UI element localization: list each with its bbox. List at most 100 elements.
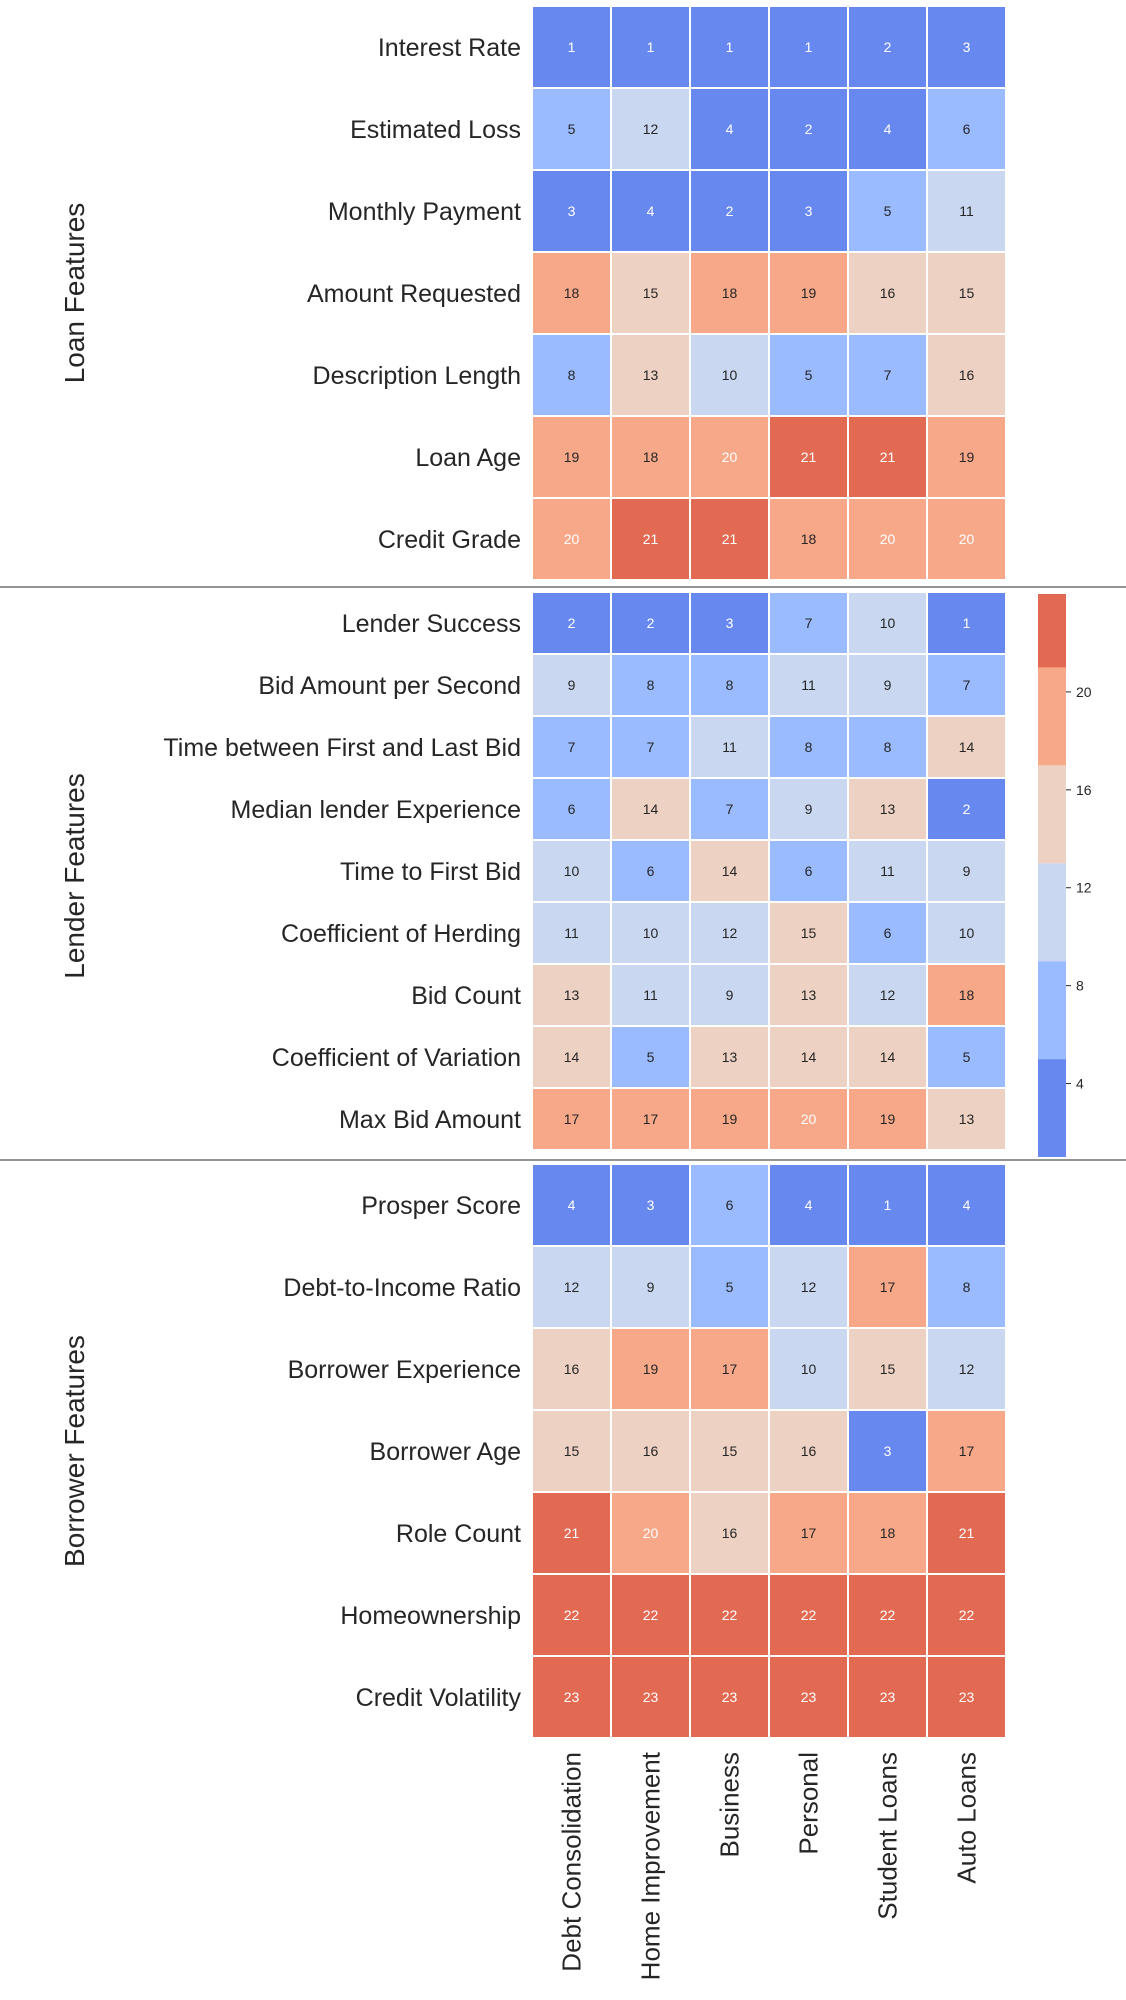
cell-time-to-first-bid-home-improvement — [612, 841, 689, 901]
row-label-loan-age: Loan Age — [415, 444, 521, 472]
cell-label-lender-success-auto-loans: 1 — [963, 615, 971, 631]
cell-label-coefficient-of-variation-personal: 14 — [801, 1049, 817, 1065]
row-label-borrower-age: Borrower Age — [370, 1438, 521, 1466]
row-label-credit-grade: Credit Grade — [378, 526, 521, 554]
cell-label-homeownership-personal: 22 — [801, 1607, 817, 1623]
cell-label-borrower-age-home-improvement: 16 — [643, 1443, 659, 1459]
cell-label-credit-volatility-auto-loans: 23 — [959, 1689, 975, 1705]
row-labels: Interest Rate Estimated Loss Monthly Payme… — [163, 34, 521, 1712]
cell-label-credit-grade-home-improvement: 21 — [643, 531, 659, 547]
cell-debt-to-income-ratio-business — [691, 1247, 768, 1327]
cell-bid-count-auto-loans — [928, 965, 1005, 1025]
cell-median-lender-experience-personal — [770, 779, 847, 839]
row-label-time-between-first-and-last-bid: Time between First and Last Bid — [163, 734, 521, 762]
cell-borrower-experience-home-improvement — [612, 1329, 689, 1409]
cell-label-time-between-first-and-last-bid-auto-loans: 14 — [959, 739, 975, 755]
cell-coefficient-of-herding-auto-loans — [928, 903, 1005, 963]
cell-label-coefficient-of-variation-auto-loans: 5 — [963, 1049, 971, 1065]
cell-label-borrower-age-debt-consolidation: 15 — [564, 1443, 580, 1459]
cell-interest-rate-personal — [770, 7, 847, 87]
cell-label-median-lender-experience-business: 7 — [726, 801, 734, 817]
cell-label-prosper-score-business: 6 — [726, 1197, 734, 1213]
cell-label-coefficient-of-herding-student-loans: 6 — [884, 925, 892, 941]
colorbar-bin-5 — [1038, 667, 1066, 766]
cell-description-length-student-loans — [849, 335, 926, 415]
cell-max-bid-amount-home-improvement — [612, 1089, 689, 1149]
row-label-median-lender-experience: Median lender Experience — [231, 796, 521, 824]
cell-label-coefficient-of-herding-personal: 15 — [801, 925, 817, 941]
cell-label-debt-to-income-ratio-auto-loans: 8 — [963, 1279, 971, 1295]
cell-label-coefficient-of-variation-home-improvement: 5 — [647, 1049, 655, 1065]
cell-label-time-to-first-bid-student-loans: 11 — [880, 863, 895, 879]
column-label-personal: Personal — [794, 1752, 824, 1855]
column-labels: Debt Consolidation Home Improvement Busine… — [557, 1751, 982, 1980]
cell-median-lender-experience-debt-consolidation — [533, 779, 610, 839]
cell-prosper-score-auto-loans — [928, 1165, 1005, 1245]
cell-borrower-age-student-loans — [849, 1411, 926, 1491]
cell-bid-count-student-loans — [849, 965, 926, 1025]
cell-bid-amount-per-second-home-improvement — [612, 655, 689, 715]
cell-lender-success-home-improvement — [612, 593, 689, 653]
cell-label-description-length-student-loans: 7 — [884, 367, 892, 383]
cell-label-median-lender-experience-debt-consolidation: 6 — [568, 801, 576, 817]
cell-prosper-score-business — [691, 1165, 768, 1245]
cell-amount-requested-debt-consolidation — [533, 253, 610, 333]
cell-label-prosper-score-home-improvement: 3 — [647, 1197, 655, 1213]
cell-credit-volatility-student-loans — [849, 1657, 926, 1737]
cell-coefficient-of-herding-debt-consolidation — [533, 903, 610, 963]
colorbar-bin-4 — [1038, 765, 1066, 864]
row-label-homeownership: Homeownership — [340, 1602, 521, 1630]
cell-credit-volatility-debt-consolidation — [533, 1657, 610, 1737]
cell-label-credit-grade-personal: 18 — [801, 531, 817, 547]
cell-loan-age-home-improvement — [612, 417, 689, 497]
cell-loan-age-student-loans — [849, 417, 926, 497]
cell-label-max-bid-amount-home-improvement: 17 — [643, 1111, 659, 1127]
cell-label-homeownership-auto-loans: 22 — [959, 1607, 975, 1623]
cell-prosper-score-student-loans — [849, 1165, 926, 1245]
cell-label-homeownership-debt-consolidation: 22 — [564, 1607, 580, 1623]
cell-label-credit-volatility-student-loans: 23 — [880, 1689, 896, 1705]
cell-label-estimated-loss-personal: 2 — [805, 121, 813, 137]
cell-label-role-count-personal: 17 — [801, 1525, 817, 1541]
cell-time-to-first-bid-student-loans — [849, 841, 926, 901]
group-labels: Loan Features Lender Features Borrower Fea… — [59, 203, 90, 1567]
row-label-credit-volatility: Credit Volatility — [356, 1684, 522, 1712]
cell-role-count-business — [691, 1493, 768, 1573]
cell-label-borrower-age-personal: 16 — [801, 1443, 817, 1459]
column-label-debt-consolidation: Debt Consolidation — [557, 1752, 587, 1972]
cell-label-monthly-payment-personal: 3 — [805, 203, 813, 219]
cell-label-loan-age-home-improvement: 18 — [643, 449, 659, 465]
column-label-home-improvement: Home Improvement — [636, 1751, 666, 1980]
cell-homeownership-home-improvement — [612, 1575, 689, 1655]
cell-label-borrower-experience-auto-loans: 12 — [959, 1361, 975, 1377]
cell-label-role-count-auto-loans: 21 — [959, 1525, 975, 1541]
cell-borrower-age-debt-consolidation — [533, 1411, 610, 1491]
cell-borrower-experience-business — [691, 1329, 768, 1409]
cell-coefficient-of-variation-personal — [770, 1027, 847, 1087]
cell-label-estimated-loss-debt-consolidation: 5 — [568, 121, 576, 137]
cell-label-amount-requested-auto-loans: 15 — [959, 285, 975, 301]
cell-description-length-business — [691, 335, 768, 415]
cell-estimated-loss-personal — [770, 89, 847, 169]
cell-label-bid-count-business: 9 — [726, 987, 734, 1003]
cell-credit-volatility-auto-loans — [928, 1657, 1005, 1737]
cell-credit-grade-debt-consolidation — [533, 499, 610, 579]
row-label-bid-count: Bid Count — [411, 982, 521, 1010]
row-label-bid-amount-per-second: Bid Amount per Second — [258, 672, 521, 700]
cell-label-interest-rate-student-loans: 2 — [884, 39, 892, 55]
cell-bid-amount-per-second-auto-loans — [928, 655, 1005, 715]
row-label-time-to-first-bid: Time to First Bid — [340, 858, 521, 886]
cell-borrower-experience-debt-consolidation — [533, 1329, 610, 1409]
cell-time-to-first-bid-auto-loans — [928, 841, 1005, 901]
cell-monthly-payment-personal — [770, 171, 847, 251]
cell-role-count-personal — [770, 1493, 847, 1573]
row-label-interest-rate: Interest Rate — [378, 34, 521, 62]
cell-monthly-payment-business — [691, 171, 768, 251]
cell-description-length-auto-loans — [928, 335, 1005, 415]
cell-label-coefficient-of-herding-home-improvement: 10 — [643, 925, 659, 941]
cell-label-borrower-age-business: 15 — [722, 1443, 738, 1459]
cell-borrower-age-business — [691, 1411, 768, 1491]
cell-label-debt-to-income-ratio-personal: 12 — [801, 1279, 817, 1295]
cell-label-monthly-payment-business: 2 — [726, 203, 734, 219]
